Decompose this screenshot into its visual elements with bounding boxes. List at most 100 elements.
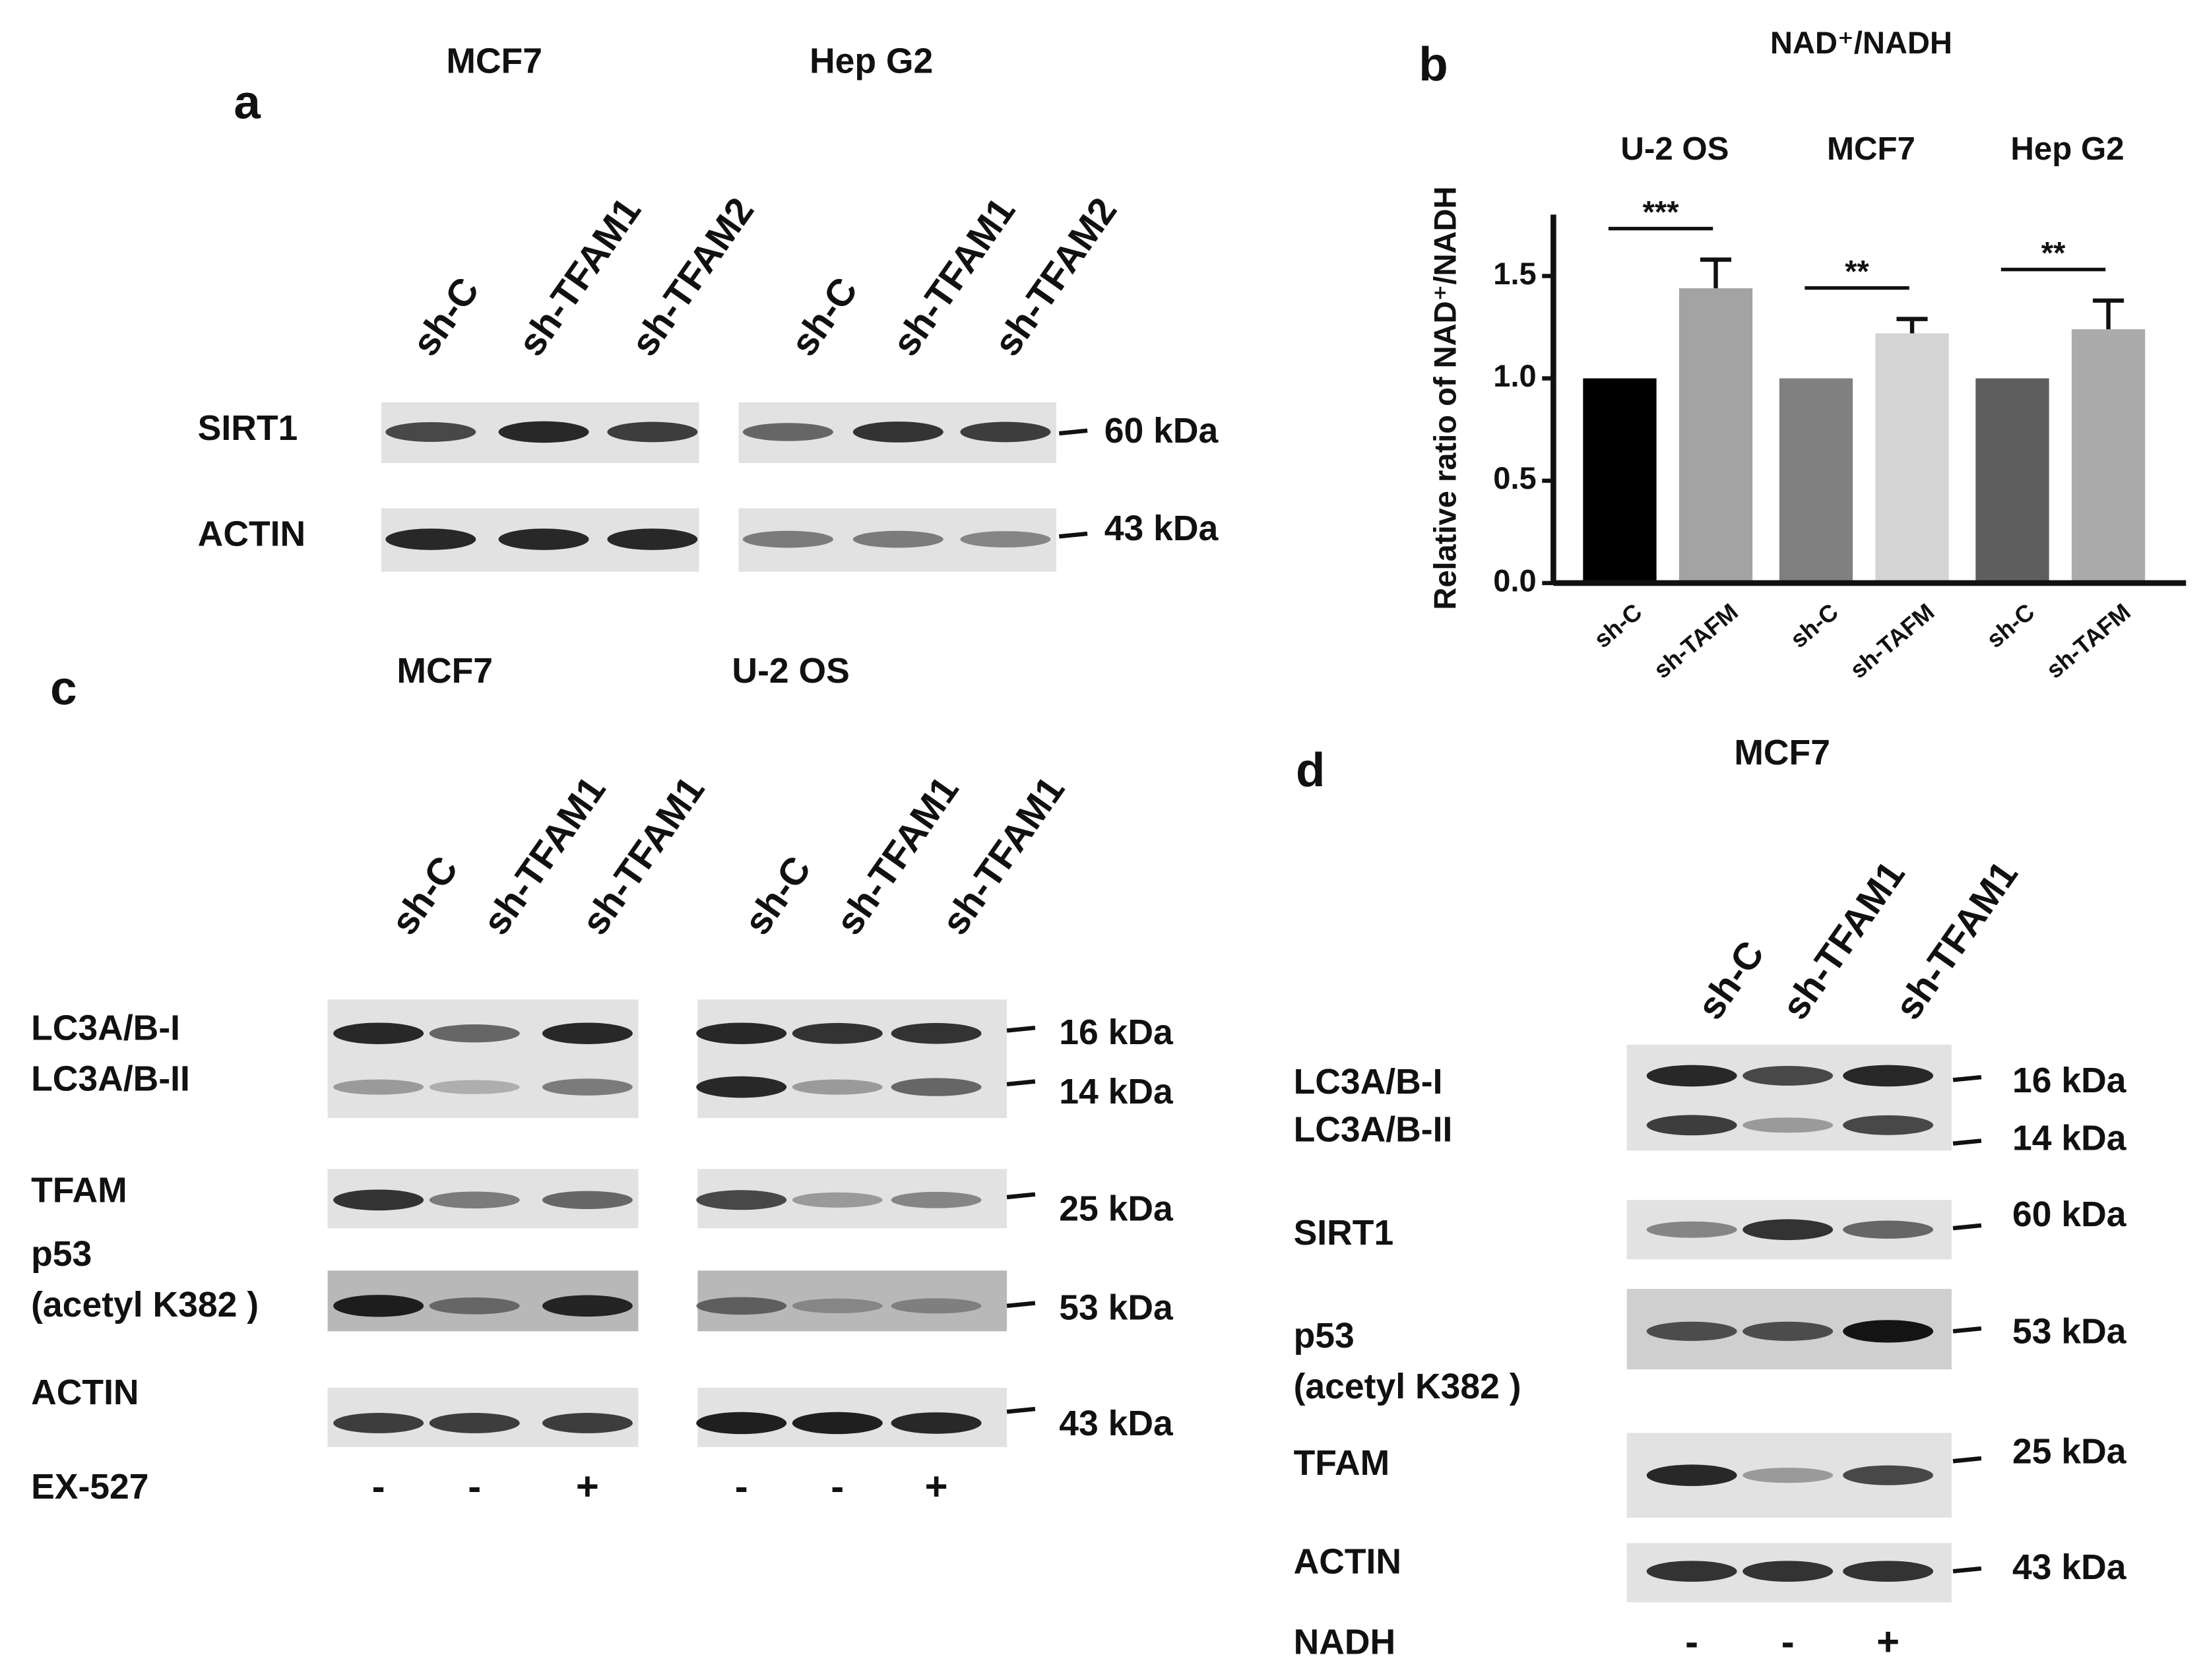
- marker-dash: [1006, 1079, 1036, 1086]
- band: [385, 528, 476, 550]
- row-label: ACTIN: [198, 514, 305, 553]
- band: [852, 530, 943, 548]
- lane-label: sh-C: [1690, 933, 1773, 1027]
- treatment-sign: -: [735, 1464, 748, 1509]
- row-label: TFAM: [1294, 1444, 1390, 1483]
- band: [891, 1078, 982, 1096]
- x-tick-label: sh-TAFM: [1648, 598, 1742, 684]
- bar: [1779, 378, 1853, 583]
- band: [1843, 1320, 1934, 1343]
- band: [1843, 1115, 1934, 1135]
- band: [1742, 1321, 1834, 1341]
- band: [542, 1078, 633, 1096]
- group-label: MCF7: [1827, 131, 1915, 167]
- treatment-sign: -: [372, 1464, 385, 1509]
- band: [852, 421, 943, 443]
- band: [542, 1295, 633, 1317]
- treatment-sign: +: [925, 1464, 948, 1509]
- y-tick-label: 0.0: [1493, 563, 1536, 598]
- band: [607, 421, 698, 443]
- treatment-sign: -: [468, 1464, 481, 1509]
- band: [429, 1413, 520, 1433]
- band: [1742, 1117, 1834, 1133]
- row-label: TFAM: [31, 1171, 127, 1210]
- band: [1843, 1065, 1934, 1087]
- cell-line-title: MCF7: [397, 652, 493, 691]
- bar: [1975, 378, 2049, 583]
- row-label: LC3A/B-I: [31, 1009, 180, 1048]
- group-label: Hep G2: [2010, 131, 2124, 167]
- band: [1843, 1220, 1934, 1239]
- cell-line-title: MCF7: [446, 42, 542, 80]
- significance: **: [2041, 235, 2066, 270]
- band: [1646, 1561, 1737, 1582]
- marker-dash: [1952, 1138, 1982, 1146]
- row-label: LC3A/B-I: [1294, 1063, 1443, 1102]
- y-tick-label: 1.5: [1493, 256, 1536, 291]
- size-marker: 14 kDa: [2012, 1119, 2127, 1158]
- band: [742, 530, 833, 548]
- band: [498, 421, 589, 443]
- band: [792, 1079, 883, 1095]
- marker-dash: [1006, 1406, 1036, 1414]
- cell-line-title: MCF7: [1734, 733, 1830, 772]
- x-tick-label: sh-C: [1981, 598, 2039, 653]
- band: [429, 1297, 520, 1315]
- band: [960, 531, 1051, 548]
- band: [1742, 1219, 1834, 1241]
- bar: [1875, 333, 1949, 583]
- y-axis-label: Relative ratio of NAD⁺/NADH: [1427, 186, 1462, 609]
- band: [1646, 1221, 1737, 1238]
- blot: [697, 999, 1007, 1119]
- band: [891, 1412, 982, 1434]
- band: [1646, 1115, 1737, 1136]
- band: [1646, 1321, 1737, 1341]
- band: [429, 1191, 520, 1209]
- bar: [2071, 329, 2146, 583]
- treatment-sign: -: [1685, 1619, 1698, 1664]
- band: [333, 1079, 424, 1095]
- band: [696, 1297, 787, 1315]
- marker-dash: [1952, 1456, 1982, 1464]
- row-label: LC3A/B-II: [1294, 1111, 1453, 1150]
- panel-label: a: [234, 76, 261, 129]
- marker-dash: [1006, 1192, 1036, 1200]
- panel-label: d: [1296, 743, 1325, 797]
- y-tick-label: 0.5: [1493, 460, 1536, 495]
- band: [792, 1022, 883, 1044]
- band: [792, 1298, 883, 1313]
- band: [792, 1192, 883, 1208]
- x-tick-label: sh-C: [1785, 598, 1843, 653]
- bar: [1583, 378, 1657, 583]
- significance: **: [1845, 254, 1869, 289]
- band: [429, 1024, 520, 1043]
- row-label: (acetyl K382 ): [31, 1286, 259, 1324]
- band: [696, 1412, 787, 1435]
- band: [891, 1022, 982, 1044]
- panel-label: b: [1419, 38, 1448, 91]
- treatment-sign: +: [576, 1464, 599, 1509]
- size-marker: 16 kDa: [1059, 1013, 1174, 1052]
- x-tick-label: sh-C: [1589, 598, 1647, 653]
- size-marker: 25 kDa: [2012, 1433, 2127, 1472]
- row-label: p53: [1294, 1317, 1355, 1355]
- x-tick-label: sh-TAFM: [1845, 598, 1939, 684]
- band: [607, 528, 698, 550]
- treatment-sign: +: [1876, 1619, 1900, 1664]
- row-label: p53: [31, 1235, 92, 1274]
- blot: [327, 999, 639, 1119]
- cell-line-title: Hep G2: [810, 42, 933, 80]
- marker-dash: [1952, 1074, 1982, 1082]
- band: [542, 1022, 633, 1044]
- band: [333, 1295, 424, 1317]
- band: [429, 1080, 520, 1094]
- band: [891, 1298, 982, 1314]
- treatment-sign: -: [1781, 1619, 1795, 1664]
- significance: ***: [1643, 195, 1680, 230]
- marker-dash: [1058, 428, 1088, 436]
- lane-label: sh-C: [383, 849, 466, 943]
- row-label: ACTIN: [31, 1373, 139, 1412]
- band: [385, 421, 476, 442]
- lane-label: sh-C: [736, 849, 819, 943]
